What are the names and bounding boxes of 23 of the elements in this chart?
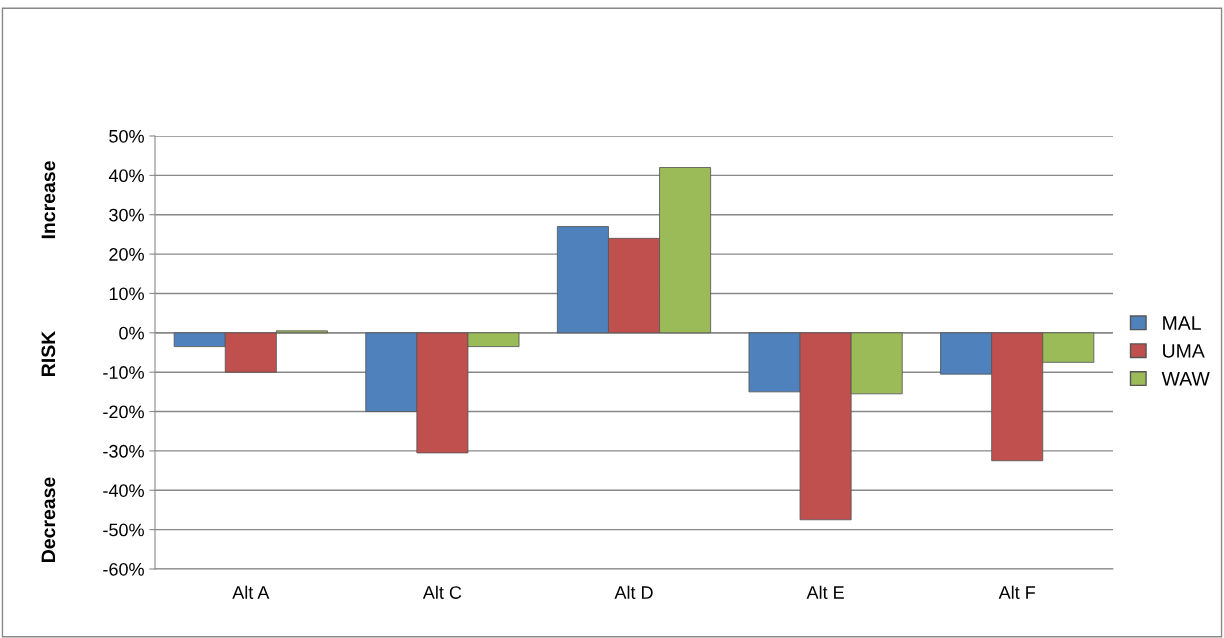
- y-tick-label: 50%: [109, 129, 144, 143]
- legend-label: WAW: [1161, 372, 1210, 386]
- legend-label: MAL: [1163, 316, 1201, 330]
- y-tick-label: -50%: [103, 523, 144, 537]
- text: Decrease: [41, 477, 56, 562]
- x-tick-label: Alt E: [806, 585, 844, 599]
- y-tick-label: -30%: [103, 444, 144, 458]
- y-axis-title: RISK: [41, 330, 56, 376]
- legend-label: UMA: [1163, 344, 1205, 358]
- y-tick-label: 40%: [108, 169, 144, 183]
- x-tick-label: Alt A: [232, 585, 270, 599]
- y-tick-label: -20%: [103, 405, 144, 419]
- y-tick-label: 10%: [109, 287, 144, 301]
- x-tick-label: Alt D: [614, 585, 653, 599]
- text: Increase: [41, 161, 56, 239]
- y-tick-label: -40%: [103, 484, 144, 497]
- y-tick-label: -60%: [103, 562, 144, 576]
- y-tick-label: 20%: [109, 248, 144, 261]
- y-tick-label: 0%: [119, 326, 144, 340]
- x-tick-label: Alt F: [998, 585, 1036, 599]
- y-tick-label: 30%: [109, 208, 144, 222]
- x-tick-label: Alt C: [422, 585, 462, 599]
- y-tick-label: -10%: [103, 366, 144, 379]
